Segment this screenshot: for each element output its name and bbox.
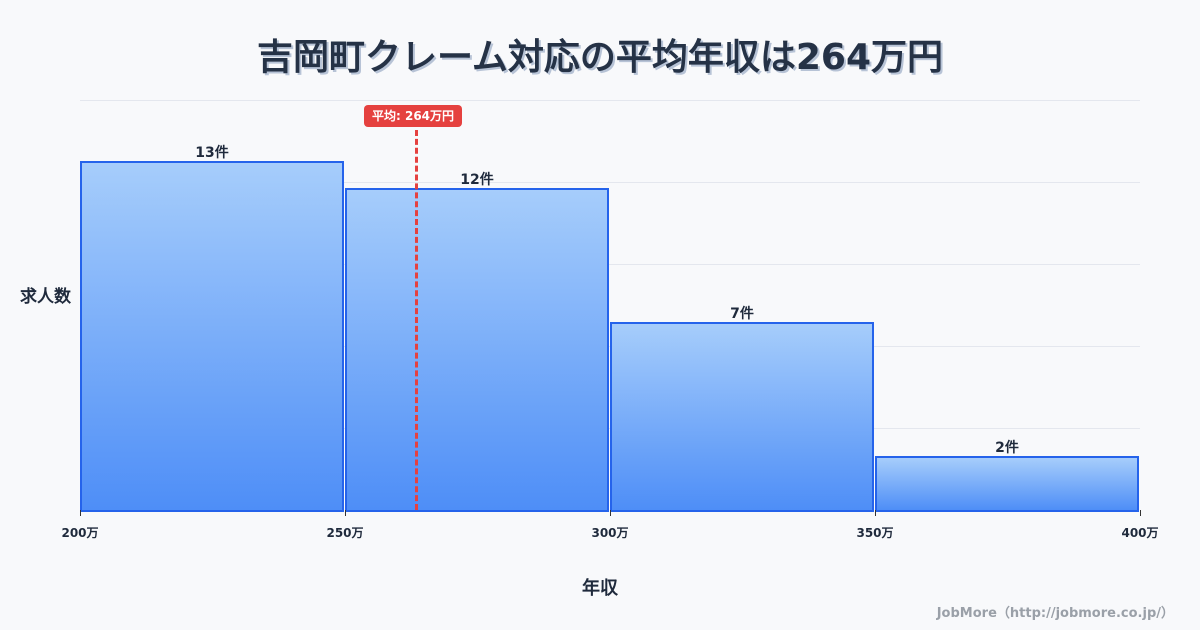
y-axis-label: 求人数 — [20, 287, 71, 307]
bar-label: 2件 — [995, 440, 1019, 456]
x-tick — [875, 510, 876, 516]
bar-250-300 — [345, 188, 609, 512]
x-tick — [80, 510, 81, 516]
bar-200-250 — [80, 161, 344, 512]
bar-label: 7件 — [730, 306, 754, 322]
bar-350-400 — [875, 456, 1139, 512]
average-badge: 平均: 264万円 — [364, 105, 463, 127]
x-tick-label: 200万 — [61, 526, 99, 540]
x-tick — [1140, 510, 1141, 516]
bar-label: 12件 — [460, 172, 494, 188]
x-tick-label: 300万 — [591, 526, 629, 540]
x-tick-label: 400万 — [1121, 526, 1159, 540]
source-credit: JobMore（http://jobmore.co.jp/） — [936, 606, 1174, 621]
bar-300-350 — [610, 322, 874, 512]
x-tick — [610, 510, 611, 516]
gridline — [80, 100, 1140, 101]
x-tick-label: 250万 — [326, 526, 364, 540]
x-tick-label: 350万 — [856, 526, 894, 540]
x-tick — [345, 510, 346, 516]
chart-title: 吉岡町クレーム対応の平均年収は264万円 — [256, 37, 944, 78]
gridline — [80, 182, 1140, 183]
gridline — [80, 264, 1140, 265]
x-axis-label: 年収 — [582, 578, 618, 599]
bar-label: 13件 — [195, 145, 229, 161]
average-line — [415, 130, 418, 510]
